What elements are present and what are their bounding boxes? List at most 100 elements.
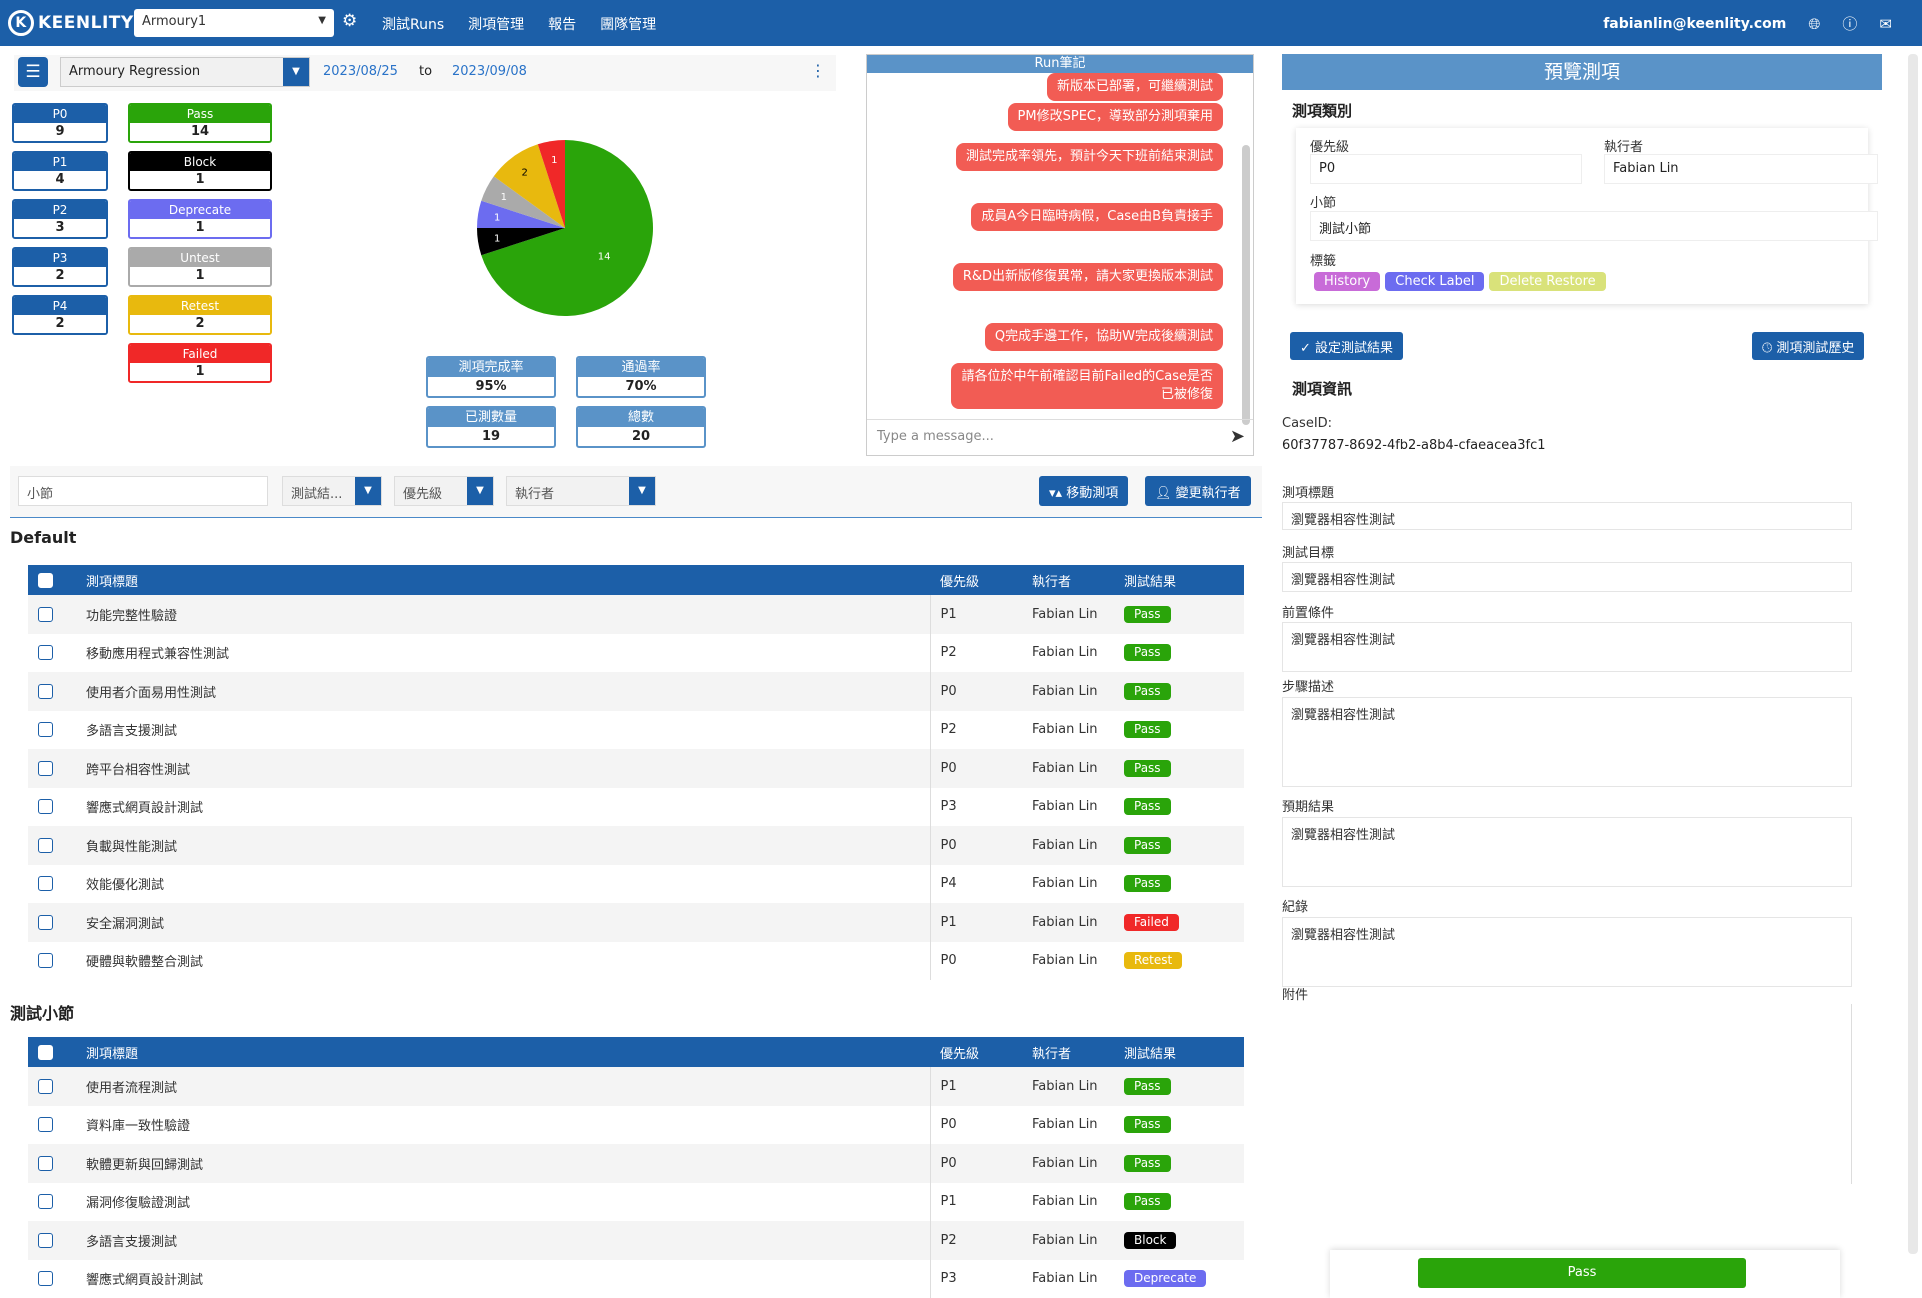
nav-case-management[interactable]: 測項管理 <box>468 17 525 33</box>
info-field-input[interactable]: 瀏覽器相容性測試 <box>1282 622 1852 672</box>
table-row[interactable]: 移動應用程式兼容性測試 P2 Fabian Lin Pass <box>28 633 1244 672</box>
table-row[interactable]: 跨平台相容性測試 P0 Fabian Lin Pass <box>28 749 1244 788</box>
priority-stat-p1[interactable]: P1 4 <box>12 151 108 191</box>
col-priority[interactable]: 優先級 <box>930 1037 1022 1067</box>
status-badge[interactable]: Pass <box>1124 1154 1171 1172</box>
table-row[interactable]: 效能優化測試 P4 Fabian Lin Pass <box>28 864 1244 903</box>
result-stat-pass[interactable]: Pass 14 <box>128 103 272 143</box>
priority-filter-select[interactable]: 優先級 ▼ <box>394 476 494 506</box>
table-row[interactable]: 多語言支援測試 P2 Fabian Lin Pass <box>28 710 1244 749</box>
row-checkbox[interactable] <box>38 1194 53 1210</box>
priority-field[interactable]: P0 <box>1310 154 1582 184</box>
menu-icon[interactable]: ☰ <box>18 57 48 87</box>
assignee-field[interactable]: Fabian Lin <box>1604 154 1878 184</box>
result-stat-retest[interactable]: Retest 2 <box>128 295 272 335</box>
status-badge[interactable]: Deprecate <box>1124 1270 1207 1288</box>
status-badge[interactable]: Pass <box>1124 1077 1171 1095</box>
row-checkbox[interactable] <box>38 799 53 815</box>
row-checkbox[interactable] <box>38 606 53 622</box>
priority-stat-p4[interactable]: P4 2 <box>12 295 108 335</box>
case-title[interactable]: 資料庫一致性驗證 <box>76 1105 931 1144</box>
result-stat-deprecate[interactable]: Deprecate 1 <box>128 199 272 239</box>
case-title[interactable]: 響應式網頁設計測試 <box>76 787 931 826</box>
chat-scrollbar[interactable] <box>1242 145 1250 425</box>
status-badge[interactable]: Pass <box>1124 644 1171 662</box>
case-title[interactable]: 效能優化測試 <box>76 864 931 903</box>
set-result-button[interactable]: ✓ 設定測試結果 <box>1290 332 1404 360</box>
col-title[interactable]: 測項標題 <box>76 565 930 595</box>
date-from[interactable]: 2023/08/25 <box>323 64 398 79</box>
chat-message-input[interactable]: Type a message... ➤ <box>867 419 1253 455</box>
tag-chip[interactable]: History <box>1314 272 1381 291</box>
table-row[interactable]: 使用者介面易用性測試 P0 Fabian Lin Pass <box>28 672 1244 711</box>
row-checkbox[interactable] <box>38 1117 53 1133</box>
priority-stat-p0[interactable]: P0 9 <box>12 103 108 143</box>
priority-stat-p3[interactable]: P3 2 <box>12 247 108 287</box>
row-checkbox[interactable] <box>38 876 53 892</box>
status-badge[interactable]: Pass <box>1124 759 1171 777</box>
case-title[interactable]: 使用者介面易用性測試 <box>76 672 931 711</box>
select-all-checkbox[interactable] <box>38 1044 53 1060</box>
more-options-icon[interactable]: ⋮ <box>810 61 826 80</box>
info-field-input[interactable]: 瀏覽器相容性測試 <box>1282 502 1852 530</box>
case-title[interactable]: 安全漏洞測試 <box>76 903 931 942</box>
help-icon[interactable]: ⓘ <box>1842 15 1858 33</box>
row-checkbox[interactable] <box>38 722 53 738</box>
case-title[interactable]: 使用者流程測試 <box>76 1067 931 1106</box>
priority-stat-p2[interactable]: P2 3 <box>12 199 108 239</box>
status-badge[interactable]: Pass <box>1124 721 1171 739</box>
table-row[interactable]: 資料庫一致性驗證 P0 Fabian Lin Pass <box>28 1105 1244 1144</box>
nav-test-runs[interactable]: 測試Runs <box>382 17 445 33</box>
case-history-button[interactable]: 🕓︎ 測項測試歷史 <box>1752 332 1865 360</box>
case-title[interactable]: 負載與性能測試 <box>76 826 931 865</box>
case-title[interactable]: 移動應用程式兼容性測試 <box>76 633 931 672</box>
status-badge[interactable]: Retest <box>1124 952 1183 970</box>
row-checkbox[interactable] <box>38 683 53 699</box>
section-filter-input[interactable]: 小節 <box>18 476 268 506</box>
table-row[interactable]: 使用者流程測試 P1 Fabian Lin Pass <box>28 1067 1244 1106</box>
col-assignee[interactable]: 執行者 <box>1022 1037 1114 1067</box>
brand-logo[interactable]: K KEENLITY <box>8 10 134 36</box>
table-row[interactable]: 漏洞修復驗證測試 P1 Fabian Lin Pass <box>28 1182 1244 1221</box>
send-icon[interactable]: ➤ <box>1229 426 1245 447</box>
case-title[interactable]: 響應式網頁設計測試 <box>76 1259 931 1298</box>
result-filter-select[interactable]: 測試結... ▼ <box>282 476 382 506</box>
col-priority[interactable]: 優先級 <box>930 565 1022 595</box>
row-checkbox[interactable] <box>38 1232 53 1248</box>
col-assignee[interactable]: 執行者 <box>1022 565 1114 595</box>
row-checkbox[interactable] <box>38 914 53 930</box>
change-assignee-button[interactable]: 👤︎ 變更執行者 <box>1145 476 1251 506</box>
move-case-button[interactable]: ▾▴ 移動測項 <box>1039 476 1129 506</box>
case-title[interactable]: 跨平台相容性測試 <box>76 749 931 788</box>
status-badge[interactable]: Pass <box>1124 875 1171 893</box>
info-field-input[interactable]: 瀏覽器相容性測試 <box>1282 917 1852 987</box>
info-field-input[interactable]: 瀏覽器相容性測試 <box>1282 697 1852 787</box>
row-checkbox[interactable] <box>38 953 53 969</box>
user-email[interactable]: fabianlin@keenlity.com <box>1603 15 1787 32</box>
row-checkbox[interactable] <box>38 1078 53 1094</box>
result-stat-failed[interactable]: Failed 1 <box>128 343 272 383</box>
col-result[interactable]: 測試結果 <box>1114 565 1244 595</box>
nav-team-management[interactable]: 團隊管理 <box>600 17 657 33</box>
select-all-checkbox[interactable] <box>38 572 53 588</box>
status-badge[interactable]: Pass <box>1124 1193 1171 1211</box>
info-field-input[interactable]: 瀏覽器相容性測試 <box>1282 817 1852 887</box>
table-row[interactable]: 響應式網頁設計測試 P3 Fabian Lin Deprecate <box>28 1259 1244 1298</box>
status-badge[interactable]: Pass <box>1124 798 1171 816</box>
case-title[interactable]: 功能完整性驗證 <box>76 595 931 634</box>
result-stat-untest[interactable]: Untest 1 <box>128 247 272 287</box>
tag-chip[interactable]: Delete Restore <box>1489 272 1606 291</box>
case-title[interactable]: 硬體與軟體整合測試 <box>76 941 931 980</box>
attachment-area[interactable] <box>1282 1004 1852 1184</box>
row-checkbox[interactable] <box>38 1271 53 1287</box>
table-row[interactable]: 多語言支援測試 P2 Fabian Lin Block <box>28 1221 1244 1260</box>
status-badge[interactable]: Failed <box>1124 913 1179 931</box>
table-row[interactable]: 硬體與軟體整合測試 P0 Fabian Lin Retest <box>28 941 1244 980</box>
status-badge[interactable]: Block <box>1124 1231 1177 1249</box>
status-badge[interactable]: Pass <box>1124 605 1171 623</box>
table-row[interactable]: 軟體更新與回歸測試 P0 Fabian Lin Pass <box>28 1144 1244 1183</box>
col-result[interactable]: 測試結果 <box>1114 1037 1244 1067</box>
row-checkbox[interactable] <box>38 837 53 853</box>
status-badge[interactable]: Pass <box>1124 836 1171 854</box>
result-stat-block[interactable]: Block 1 <box>128 151 272 191</box>
